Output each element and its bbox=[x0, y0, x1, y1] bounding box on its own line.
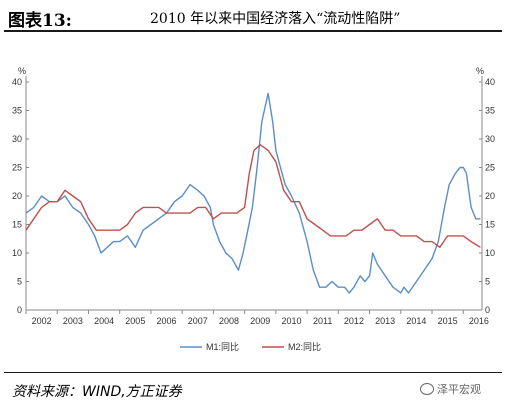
figure-title: 2010 年以来中国经济落入“流动性陷阱” bbox=[150, 11, 401, 27]
y-tick-label-right: 15 bbox=[485, 220, 495, 230]
x-tick-label: 2009 bbox=[250, 316, 270, 326]
x-tick-label: 2002 bbox=[32, 316, 52, 326]
x-tick-label: 2007 bbox=[188, 316, 208, 326]
x-tick-label: 2016 bbox=[469, 316, 489, 326]
y-tick-label-left: 30 bbox=[12, 134, 22, 144]
x-tick-label: 2003 bbox=[63, 316, 83, 326]
x-tick-label: 2014 bbox=[406, 316, 426, 326]
series-line-m2 bbox=[25, 144, 481, 248]
y-tick-label-right: 20 bbox=[485, 191, 495, 201]
wechat-icon bbox=[420, 383, 434, 395]
y-tick-label-right: 35 bbox=[485, 106, 495, 116]
line-chart: % % 0 0 5 5 10 10 15 15 20 20 25 25 30 30 35 35 40 40 2002 20… bbox=[12, 66, 495, 352]
x-tick-label: 2015 bbox=[438, 316, 458, 326]
chart-axes: % % 0 0 5 5 10 10 15 15 20 20 25 25 30 30 35 35 40 40 2002 20… bbox=[12, 66, 495, 326]
y-tick-label-left: 40 bbox=[12, 77, 22, 87]
y-tick-label-left: 0 bbox=[17, 305, 22, 315]
y-tick-label-left: 10 bbox=[12, 248, 22, 258]
watermark-text: 泽平宏观 bbox=[437, 383, 481, 396]
series-line-m1 bbox=[25, 92, 481, 294]
x-tick-label: 2012 bbox=[344, 316, 364, 326]
y-tick-label-left: 5 bbox=[17, 277, 22, 287]
y-tick-label-right: 10 bbox=[485, 248, 495, 258]
y-tick-label-right: 40 bbox=[485, 77, 495, 87]
x-tick-label: 2006 bbox=[157, 316, 177, 326]
y-tick-label-left: 35 bbox=[12, 106, 22, 116]
x-tick-label: 2011 bbox=[313, 316, 332, 326]
header-rule bbox=[4, 30, 502, 32]
y-tick-label-right: 25 bbox=[485, 163, 495, 173]
y-unit-left: % bbox=[18, 66, 26, 76]
y-tick-label-left: 20 bbox=[12, 191, 22, 201]
chart-legend: M1:同比 M2:同比 bbox=[180, 341, 321, 352]
figure-label: 图表13: bbox=[8, 11, 72, 31]
x-tick-label: 2005 bbox=[125, 316, 145, 326]
y-tick-label-right: 5 bbox=[485, 277, 490, 287]
watermark: 泽平宏观 bbox=[420, 381, 481, 397]
footer-rule bbox=[4, 372, 502, 373]
y-tick-label-right: 0 bbox=[485, 305, 490, 315]
legend-label-m2: M2:同比 bbox=[288, 341, 321, 352]
y-tick-label-left: 25 bbox=[12, 163, 22, 173]
x-tick-label: 2008 bbox=[219, 316, 239, 326]
x-tick-label: 2010 bbox=[281, 316, 301, 326]
legend-label-m1: M1:同比 bbox=[206, 341, 239, 352]
source-note: 资料来源：WIND,方正证券 bbox=[12, 384, 182, 400]
x-tick-label: 2004 bbox=[94, 316, 114, 326]
y-unit-right: % bbox=[476, 66, 484, 76]
y-tick-label-right: 30 bbox=[485, 134, 495, 144]
chart-series-layer bbox=[25, 92, 481, 294]
y-tick-label-left: 15 bbox=[12, 220, 22, 230]
x-tick-label: 2013 bbox=[375, 316, 395, 326]
